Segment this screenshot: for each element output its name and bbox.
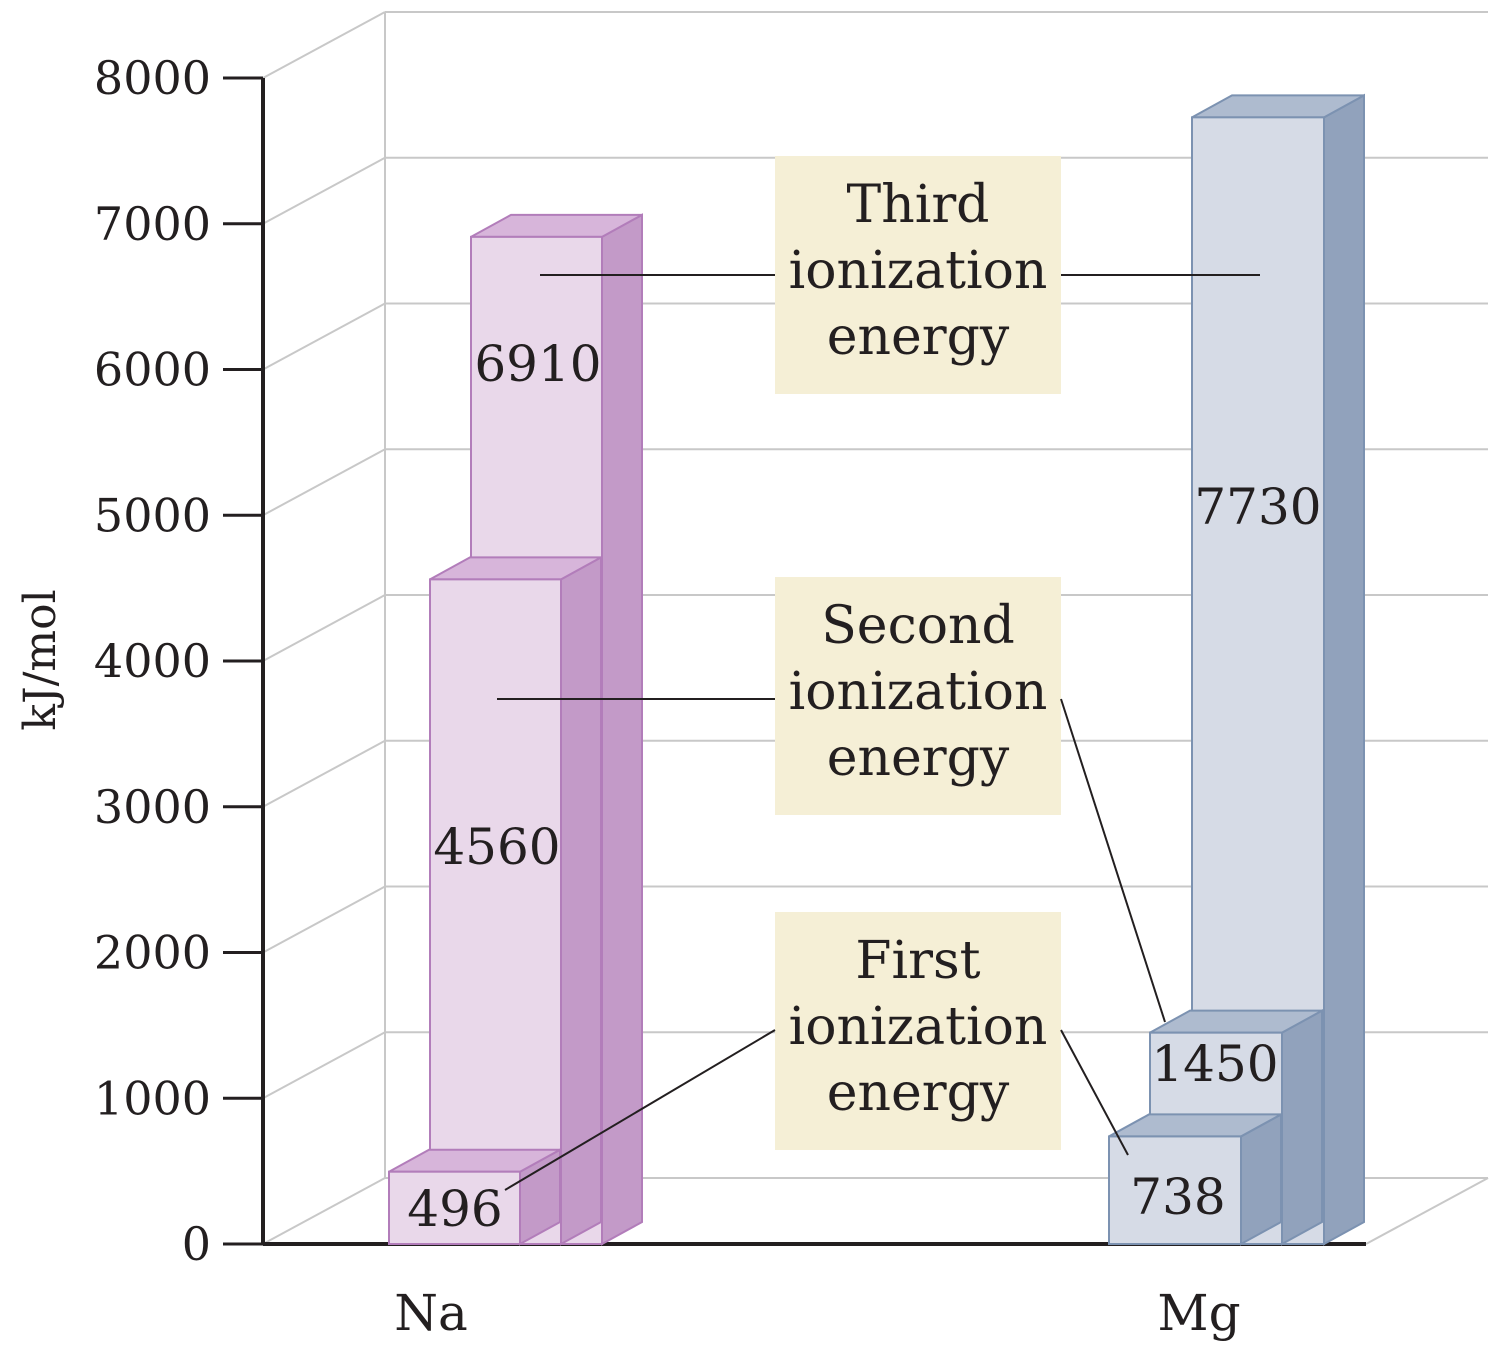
series-callouts: ThirdionizationenergySecondionizationene… (497, 156, 1260, 1191)
series-callout-text: ionization (789, 997, 1048, 1057)
bar-na-first-front (388, 1170, 521, 1246)
y-tick-label: 2000 (94, 926, 211, 980)
leader-first-mg (1060, 1029, 1129, 1156)
series-callout-text: Second (821, 596, 1015, 656)
bar-mg-third-side (1323, 93, 1365, 1246)
value-label-mg-3: 7730 (1194, 478, 1321, 536)
y-tick-label: 8000 (94, 51, 211, 105)
y-tick-label: 4000 (94, 634, 211, 688)
series-callout-text: energy (827, 1063, 1010, 1123)
gridline-diagonal (262, 885, 386, 954)
y-tick-label: 3000 (94, 780, 211, 834)
bar-na-third-side (601, 213, 643, 1246)
gridline-diagonal (262, 302, 386, 371)
series-callout-text: energy (827, 307, 1010, 367)
value-label-na-1: 496 (407, 1180, 502, 1238)
gridline-diagonal (262, 11, 386, 79)
gridline-diagonal (262, 448, 386, 517)
y-tick-label: 1000 (94, 1071, 211, 1125)
bar-mg-second-side (1281, 1008, 1323, 1246)
series-callout-text: ionization (789, 241, 1048, 301)
value-label-na-2: 4560 (433, 818, 560, 876)
axes: 0 1000 2000 3000 4000 5000 6000 7000 8000 Na Mg (94, 51, 1366, 1342)
series-callout-box (775, 912, 1061, 1150)
gridline-diagonal (262, 594, 386, 662)
bar-na-second-front (429, 578, 562, 1245)
series-callout-box (775, 156, 1061, 394)
y-tick-label: 0 (182, 1217, 211, 1271)
bar-mg-first (1108, 1112, 1282, 1246)
floor-left-edge (262, 1177, 386, 1245)
x-category-label: Na (394, 1284, 468, 1342)
series-callout-box (775, 577, 1061, 815)
y-tick-label: 5000 (94, 488, 211, 542)
leader-second-mg (1060, 698, 1166, 1023)
floor-right-edge (1365, 1177, 1489, 1245)
series-callout-text: energy (827, 728, 1010, 788)
series-callout-text: Third (847, 175, 990, 235)
series-callout-text: ionization (789, 662, 1048, 722)
bars (388, 93, 1365, 1246)
series-callout-text: First (855, 931, 980, 991)
x-category-label: Mg (1157, 1284, 1240, 1342)
y-tick-label: 7000 (94, 197, 211, 251)
bar-na-first (388, 1148, 561, 1246)
bar-mg-first-front (1108, 1135, 1242, 1246)
value-labels: 496 4560 6910 738 1450 7730 (407, 335, 1321, 1238)
value-label-na-3: 6910 (474, 335, 601, 393)
value-label-mg-1: 738 (1130, 1168, 1225, 1226)
y-axis-title: kJ/mol (15, 589, 66, 730)
value-label-mg-2: 1450 (1151, 1035, 1278, 1093)
gridline-diagonal (262, 156, 386, 225)
gridline-diagonal (262, 739, 386, 808)
gridline-diagonal (262, 1031, 386, 1100)
leader-first-na (504, 1029, 776, 1191)
bar-na-second (429, 555, 602, 1246)
bar-na-second-side (560, 555, 602, 1246)
y-tick-label: 6000 (94, 343, 211, 397)
